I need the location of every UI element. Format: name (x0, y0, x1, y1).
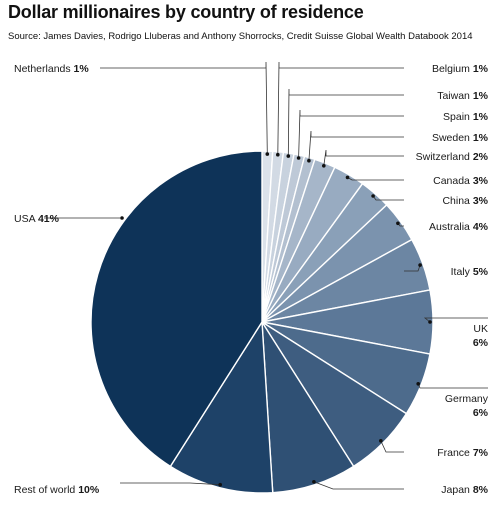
slice-label-japan: Japan 8% (441, 484, 488, 496)
leader-dot-uk (428, 320, 432, 324)
leader-dot-germany (416, 382, 421, 386)
slice-label-netherlands: Netherlands 1% (14, 63, 89, 75)
leader-dot-japan (312, 480, 316, 484)
leader-dot-france (379, 439, 383, 443)
slice-label-switzerland: Switzerland 2% (416, 151, 489, 163)
pie-slices (90, 150, 434, 494)
leader-lines (44, 61, 488, 490)
slice-label-spain: Spain 1% (443, 111, 489, 123)
slice-label-australia: Australia 4% (429, 221, 489, 233)
slice-label-sweden: Sweden 1% (432, 132, 489, 144)
leader-dot-china (371, 194, 375, 198)
slice-label-taiwan: Taiwan 1% (437, 90, 488, 102)
leader-line-germany (417, 383, 488, 389)
pie-slice-rest-of-world (169, 319, 274, 494)
pie-slice-usa (90, 150, 263, 468)
leader-line-italy (404, 264, 421, 272)
leader-line-taiwan (287, 88, 404, 157)
chart-source: Source: James Davies, Rodrigo Lluberas a… (8, 31, 473, 42)
leader-dot-netherlands (265, 152, 270, 156)
leader-dot-belgium (276, 152, 280, 157)
leader-dot-rest-of-world (218, 482, 222, 487)
chart-title: Dollar millionaires by country of reside… (8, 2, 364, 22)
leader-dot-usa (120, 216, 124, 220)
leader-dot-taiwan (286, 154, 291, 158)
slice-label-france: France 7% (437, 447, 488, 459)
leader-dot-sweden (307, 158, 311, 163)
leader-dot-switzerland (322, 164, 326, 168)
leader-dot-australia (396, 221, 400, 226)
leader-dot-canada (345, 175, 350, 180)
slice-label-uk: UK 6% (473, 323, 489, 349)
leader-line-sweden (308, 130, 404, 161)
slice-label-usa: USA 41% (14, 213, 60, 225)
slice-labels: Netherlands 1% Belgium 1% Taiwan 1% Spain 1… (14, 63, 489, 496)
leader-line-netherlands (100, 61, 268, 155)
slice-label-rest-of-world: Rest of world 10% (14, 484, 100, 496)
leader-line-switzerland (323, 149, 404, 166)
leader-dot-spain (296, 156, 301, 160)
slice-label-italy: Italy 5% (451, 266, 489, 278)
leader-line-uk (423, 317, 488, 323)
slice-label-canada: Canada 3% (433, 175, 489, 187)
leader-line-japan (313, 481, 404, 490)
slice-label-germany: Germany 6% (445, 393, 489, 419)
leader-line-rest-of-world (120, 482, 221, 486)
slice-label-belgium: Belgium 1% (432, 63, 489, 75)
slice-label-china: China 3% (442, 195, 488, 207)
leader-dot-italy (418, 263, 422, 267)
leader-line-france (380, 440, 404, 453)
leader-line-spain (298, 109, 404, 159)
leader-line-belgium (277, 61, 404, 155)
